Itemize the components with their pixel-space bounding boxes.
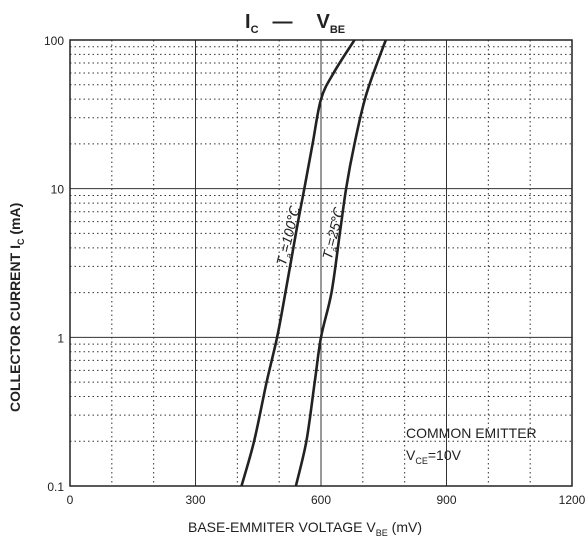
series-line-ta100 [240, 39, 356, 487]
curves [240, 39, 388, 487]
title-ic-sub: C [251, 24, 259, 36]
annotation-line1: COMMON EMITTER [406, 425, 537, 441]
series-line-ta25 [294, 39, 388, 487]
x-tick-label: 600 [311, 493, 331, 507]
x-tick-label: 0 [67, 493, 74, 507]
y-tick-label: 100 [44, 34, 64, 48]
y-tick-label: 10 [51, 183, 65, 197]
series-label-ta100: Ta=100℃ [273, 204, 306, 268]
grid [70, 40, 572, 486]
title-ic: I [245, 11, 251, 33]
y-axis-label: COLLECTOR CURRENT IC (mA) [7, 203, 26, 412]
x-tick-label: 1200 [559, 493, 586, 507]
chart-title: IC — VBE [245, 11, 345, 36]
title-separator: — [273, 11, 293, 33]
tick-labels: 0 300 600 900 1200 0.1 1 10 100 [44, 34, 586, 507]
y-tick-label: 0.1 [47, 480, 64, 494]
x-axis-label: BASE-EMMITER VOLTAGE VBE (mV) [188, 519, 422, 538]
x-tick-label: 300 [185, 493, 205, 507]
title-vbe: V [317, 11, 331, 33]
x-tick-label: 900 [436, 493, 456, 507]
plot-frame [69, 39, 573, 487]
y-tick-label: 1 [57, 331, 64, 345]
annotation-line2: VCE=10V [406, 447, 462, 466]
title-vbe-sub: BE [330, 24, 345, 36]
